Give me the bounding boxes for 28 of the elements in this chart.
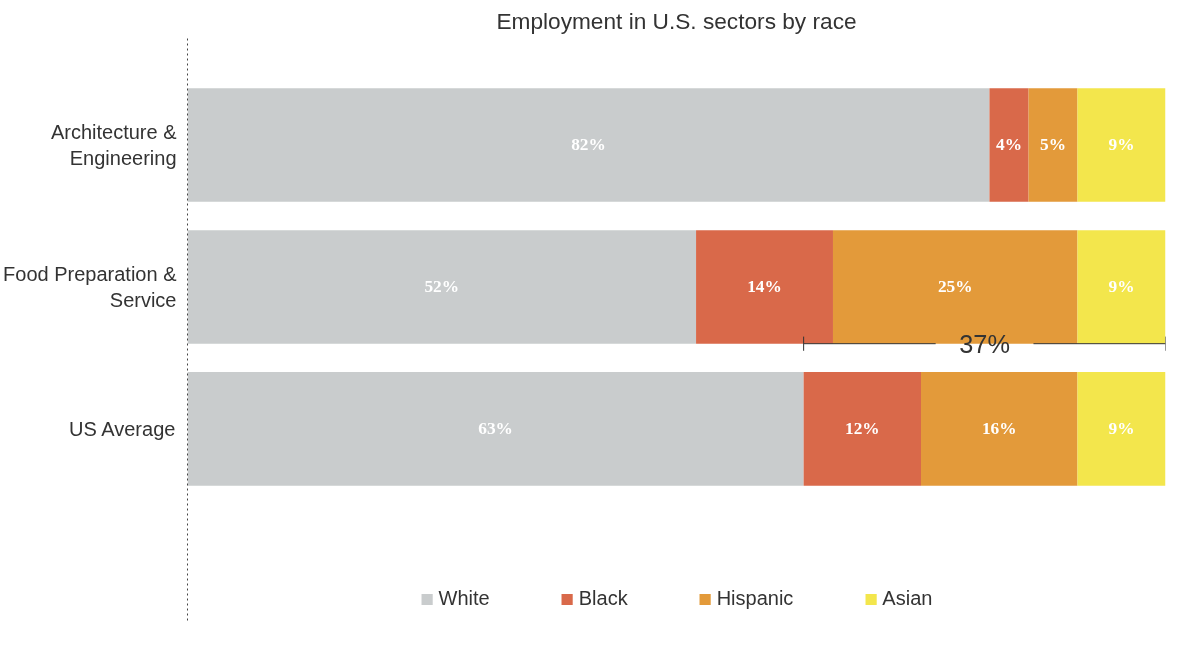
bar [1077, 372, 1166, 486]
y-tick-label: Architecture & Engineering [50, 120, 178, 170]
bar [696, 230, 833, 344]
legend-label: Black [578, 587, 628, 610]
data-label: 16% [981, 419, 1017, 439]
data-label: 9% [1108, 277, 1135, 297]
legend-label: Hispanic [716, 587, 794, 610]
bar [187, 372, 804, 486]
data-label: 5% [1040, 135, 1067, 155]
data-label: 12% [844, 419, 880, 439]
bar [989, 88, 1029, 202]
legend-label: Asian [882, 587, 933, 610]
legend-label: White [438, 587, 490, 610]
data-label: 14% [747, 277, 782, 297]
y-tick-label: US Average [69, 417, 176, 440]
bar [187, 88, 990, 202]
data-label: 25% [937, 277, 973, 297]
bar [921, 372, 1078, 486]
chart-title: Employment in U.S. sectors by race [496, 7, 857, 34]
data-label: 4% [996, 135, 1023, 155]
bar [1028, 88, 1078, 202]
bar [1077, 230, 1166, 344]
bar [1077, 88, 1166, 202]
bar [803, 372, 921, 486]
y-tick-label: Food Preparation & Service [3, 262, 178, 312]
data-label: 9% [1108, 135, 1135, 155]
bar [187, 230, 697, 344]
data-label: 9% [1108, 419, 1135, 439]
